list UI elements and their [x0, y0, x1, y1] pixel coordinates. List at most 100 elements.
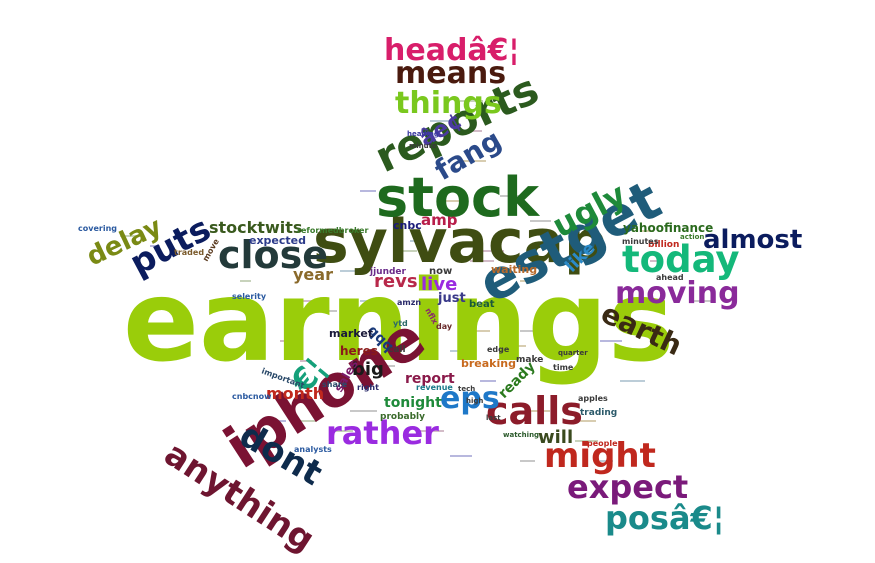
word-breaking: breaking — [461, 357, 516, 370]
filler-mark — [530, 410, 550, 412]
word-high: high — [466, 397, 483, 405]
word-trading: trading — [580, 408, 617, 418]
word-selerity: selerity — [232, 292, 267, 301]
word-people: people — [587, 439, 618, 448]
filler-mark — [395, 210, 405, 212]
filler-mark — [360, 300, 373, 302]
word-minutes: minutes — [622, 237, 659, 246]
word-tech: tech — [458, 385, 475, 393]
filler-mark — [460, 100, 483, 102]
word-yahoofinance: yahoofinance — [623, 221, 713, 235]
filler-mark — [450, 455, 472, 457]
word-action: action — [680, 233, 704, 241]
filler-mark — [480, 380, 496, 382]
word-amp: amp — [421, 211, 458, 229]
word-probably: probably — [380, 412, 425, 422]
word-billion: billion — [648, 240, 679, 250]
filler-mark — [350, 410, 377, 412]
word-month: month — [266, 384, 324, 403]
filler-mark — [575, 440, 598, 442]
word-live: live — [421, 274, 457, 295]
word-head: headâ€¦ — [384, 33, 520, 68]
word-means: means — [395, 56, 506, 91]
filler-mark — [400, 250, 417, 252]
word-cnbcnow: cnbcnow — [232, 392, 272, 401]
word-expect: expect — [567, 468, 688, 506]
word-pos: posâ€¦ — [605, 499, 724, 537]
word-watching: watching — [503, 431, 539, 439]
word-day: day — [436, 322, 453, 331]
word-report: report — [405, 371, 455, 387]
word-jjunder: jjunder — [369, 267, 407, 277]
filler-mark — [280, 340, 298, 342]
filler-mark — [520, 280, 534, 282]
word-things: things — [395, 86, 502, 121]
filler-mark — [340, 270, 365, 272]
filler-mark — [300, 420, 317, 422]
filler-mark — [250, 330, 261, 332]
word-market: market — [329, 327, 373, 340]
word-now: now — [429, 266, 452, 277]
word-almost: almost — [703, 225, 802, 255]
word-beat: beat — [469, 299, 495, 310]
word-ahead: ahead — [656, 273, 684, 282]
filler-mark — [470, 260, 494, 262]
cloud-words: earnings sylvacap iphone stock estget re… — [78, 33, 802, 560]
word-ytd: ytd — [393, 319, 408, 328]
filler-mark — [500, 195, 527, 197]
filler-mark — [430, 120, 449, 122]
word-cnbc: cnbc — [393, 219, 422, 232]
filler-mark — [380, 365, 395, 367]
filler-mark — [650, 260, 662, 262]
filler-mark — [560, 380, 579, 382]
word-revenue: revenue — [416, 383, 453, 392]
filler-mark — [420, 430, 444, 432]
filler-mark — [310, 310, 337, 312]
word-call: call — [388, 345, 406, 355]
word-heading: heading — [407, 130, 439, 138]
word-last: last — [486, 414, 501, 422]
word-stock: stock — [376, 166, 540, 229]
word-sylvacap: sylvacap — [313, 207, 607, 277]
word-amzn: amzn — [397, 298, 421, 307]
word-just: just — [437, 291, 466, 306]
filler-mark — [500, 345, 526, 347]
filler-mark — [120, 235, 137, 237]
word-analysts: analysts — [294, 445, 332, 454]
filler-mark — [600, 460, 613, 462]
word-stocktwits: stocktwits — [209, 218, 302, 237]
word-time: time — [553, 363, 574, 372]
filler-mark — [470, 330, 490, 332]
filler-mark — [530, 220, 551, 222]
filler-mark — [300, 360, 312, 362]
word-minute: minute — [409, 142, 437, 150]
filler-mark — [620, 380, 645, 382]
word-revs: revs — [374, 271, 418, 292]
word-big: big — [352, 359, 384, 380]
word-edge: edge — [487, 345, 510, 354]
filler-mark — [560, 300, 570, 302]
filler-mark — [450, 350, 469, 352]
word-tonight: tonight — [384, 395, 442, 411]
filler-mark — [270, 420, 286, 422]
word-eps: eps — [440, 381, 500, 416]
word-apples: apples — [578, 394, 608, 403]
filler-mark — [150, 245, 160, 247]
word-reformedbroker: reformedbroker — [297, 226, 368, 235]
word-moving: moving — [615, 276, 740, 311]
filler-mark — [690, 300, 711, 302]
filler-mark — [600, 340, 622, 342]
word-share: share — [322, 380, 348, 389]
word-will: will — [538, 427, 573, 448]
filler-mark — [520, 330, 535, 332]
word-heres: heres — [340, 344, 378, 358]
word-earnings: earnings — [123, 257, 674, 387]
filler-mark — [470, 130, 482, 132]
filler-mark — [360, 190, 376, 192]
word-covering: covering — [78, 224, 117, 233]
word-right: right — [357, 383, 379, 392]
word-rather: rather — [326, 414, 439, 452]
word-quarter: quarter — [558, 349, 588, 357]
filler-words — [120, 100, 711, 462]
